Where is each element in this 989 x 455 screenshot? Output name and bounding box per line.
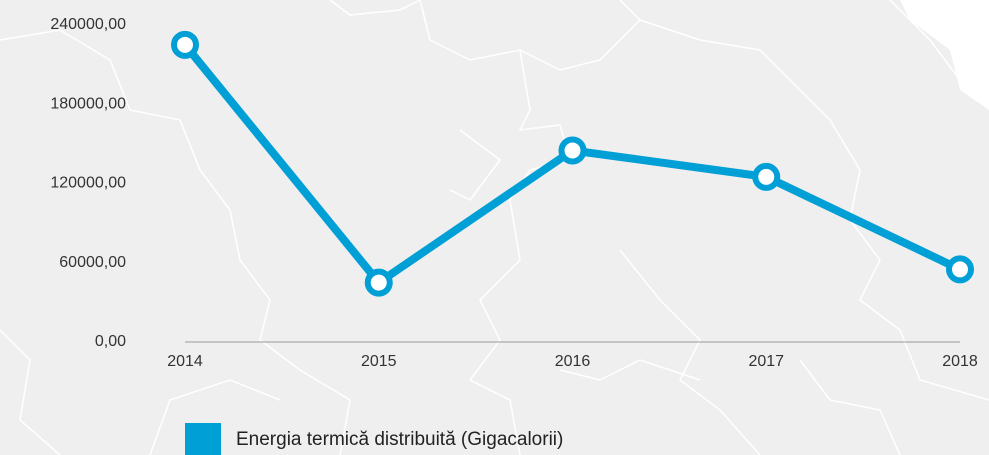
point	[558, 136, 587, 165]
y-tick-label: 60000,00	[59, 254, 126, 271]
x-tick-label: 2018	[942, 353, 978, 370]
y-tick-label: 240000,00	[50, 16, 126, 33]
point	[364, 268, 393, 297]
y-tick-label: 180000,00	[50, 95, 126, 112]
y-tick-label: 120000,00	[50, 175, 126, 192]
point	[752, 162, 781, 191]
y-tick-label: 0,00	[95, 333, 126, 350]
point	[946, 255, 974, 284]
legend-swatch	[185, 423, 221, 455]
legend-label: Energia termică distribuită (Gigacalorii…	[236, 429, 563, 450]
x-tick-label: 2016	[555, 353, 591, 370]
x-tick-label: 2014	[167, 353, 203, 370]
x-tick-label: 2015	[361, 353, 397, 370]
x-tick-label: 2017	[748, 353, 784, 370]
point	[171, 30, 199, 59]
